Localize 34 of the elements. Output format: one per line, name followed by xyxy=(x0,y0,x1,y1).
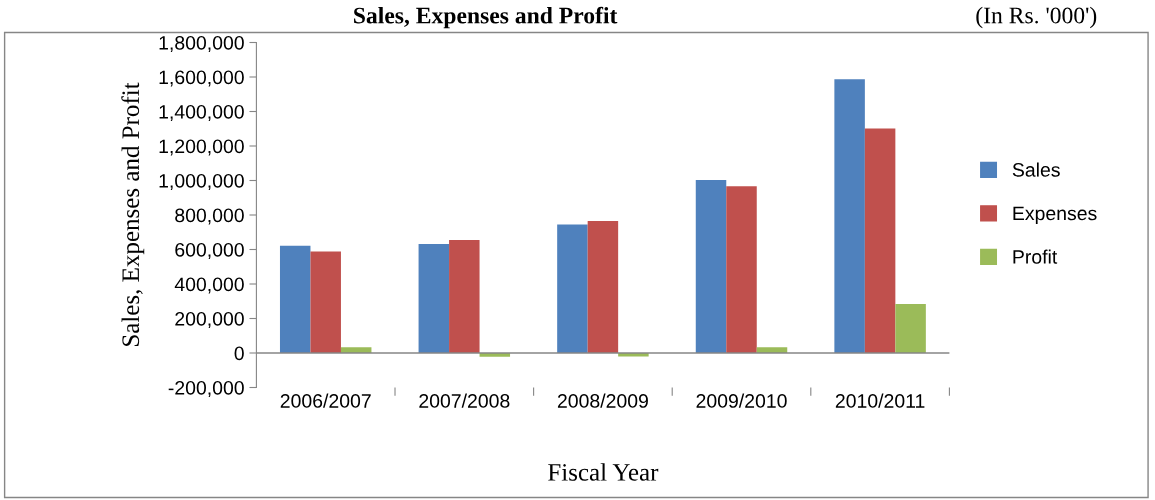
y-tick-label: 400,000 xyxy=(174,277,244,294)
bar xyxy=(726,186,757,353)
y-tick-label: 200,000 xyxy=(175,311,244,329)
x-tick-label: 2009/2010 xyxy=(696,393,787,408)
x-tick-label: 2008/2009 xyxy=(557,393,648,408)
y-tick-label: 1,000,000 xyxy=(159,173,244,191)
bar xyxy=(279,245,311,353)
y-tick-label: 1,600,000 xyxy=(159,70,244,87)
x-tick-label: 2010/2011 xyxy=(835,393,925,408)
y-tick-label: 0 xyxy=(234,346,244,361)
y-axis-title: Sales, Expenses and Profit xyxy=(121,82,145,346)
chart-title: Sales, Expenses and Profit xyxy=(354,6,618,29)
x-tick-label: 2007/2008 xyxy=(419,393,510,408)
y-tick-label: 1,200,000 xyxy=(159,139,244,156)
bar xyxy=(418,243,450,353)
bar xyxy=(310,251,341,353)
y-tick-label: 1,800,000 xyxy=(159,35,244,53)
bar xyxy=(695,179,727,353)
bar xyxy=(895,304,926,353)
text: (In Rs. '000') xyxy=(976,6,1097,29)
y-tick-label: 1,400,000 xyxy=(159,104,244,122)
x-axis-title: Fiscal Year xyxy=(548,463,659,481)
y-tick-label: 800,000 xyxy=(175,208,244,225)
y-tick-label: -200,000 xyxy=(168,380,244,398)
x-tick-label: 2006/2007 xyxy=(280,393,371,408)
bar xyxy=(587,221,619,353)
legend-label: Sales xyxy=(1012,162,1060,177)
bar xyxy=(557,224,588,353)
bar xyxy=(834,79,865,353)
legend-label: Expenses xyxy=(1013,206,1097,225)
bar xyxy=(449,240,480,353)
bar xyxy=(864,128,896,353)
legend-label: Profit xyxy=(1013,249,1058,264)
y-tick-label: 600,000 xyxy=(175,242,244,260)
